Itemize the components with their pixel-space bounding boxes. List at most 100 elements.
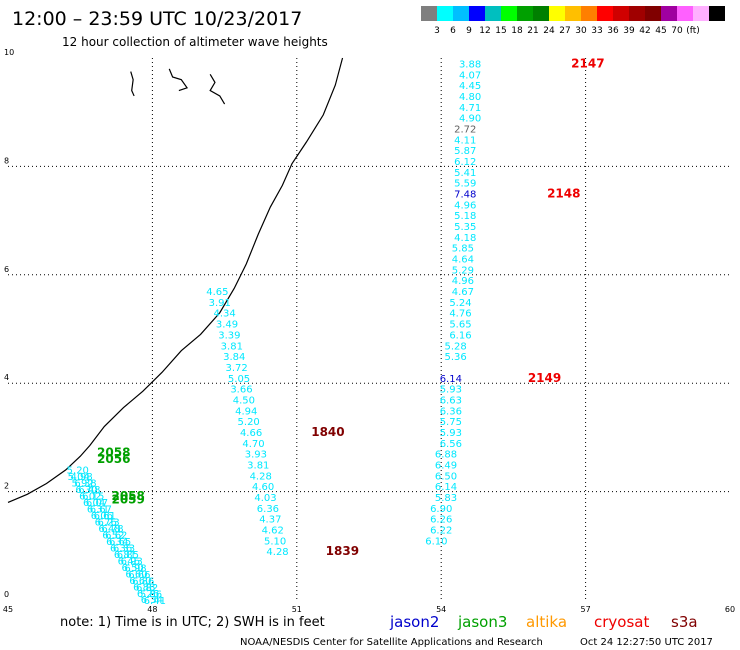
island-outline — [209, 73, 226, 105]
wave-height-label: 4.64 — [452, 255, 474, 266]
legend-label: 45 — [655, 26, 666, 36]
wave-height-label: 4.76 — [449, 309, 471, 320]
wave-height-label: 4.67 — [452, 287, 474, 298]
wave-height-label: 6.48 — [98, 524, 120, 535]
wave-height-label: 6.30 — [75, 485, 97, 496]
x-tick-label: 48 — [147, 605, 157, 614]
wave-height-label: 6.63 — [440, 395, 462, 406]
wave-height-label: 4.80 — [459, 92, 481, 103]
pass-time-label: 2149 — [528, 371, 561, 385]
wave-height-label: 3.39 — [218, 330, 240, 341]
wave-height-label: 6.49 — [435, 461, 457, 472]
legend-label: 6 — [450, 26, 456, 36]
wave-height-label: 5.04 — [68, 472, 90, 483]
y-tick-label: 10 — [4, 48, 14, 57]
wave-height-label: 6.60 — [129, 576, 151, 587]
island-outline — [130, 71, 135, 97]
wave-height-label: 6.33 — [113, 543, 135, 554]
satellite-legend-item: cryosat — [594, 613, 649, 631]
wave-height-label: 6.60 — [125, 569, 147, 580]
legend-swatch — [453, 6, 469, 21]
wave-height-label: 6.26 — [137, 589, 159, 600]
series-s3a-track: 4.653.914.343.493.393.813.843.725.053.66… — [206, 287, 288, 558]
legend-swatch — [501, 6, 517, 21]
legend-swatch — [645, 6, 661, 21]
x-axis-ticks: 45 48 51 54 57 60 — [3, 605, 735, 614]
wave-height-label: 4.96 — [454, 200, 476, 211]
legend-label: 33 — [591, 26, 602, 36]
legend-swatch — [597, 6, 613, 21]
satellite-legend-item: jason3 — [457, 613, 507, 631]
wave-height-label: 6.62 — [105, 530, 127, 541]
wave-height-label: 4.28 — [250, 471, 272, 482]
island-outline — [168, 68, 189, 92]
legend-label: 21 — [527, 26, 538, 36]
wave-height-label: 5.92 — [71, 478, 93, 489]
footer-timestamp: Oct 24 12:27:50 UTC 2017 — [580, 637, 713, 648]
legend-swatch — [485, 6, 501, 21]
wave-height-label: 5.36 — [445, 352, 467, 363]
wave-height-label: 6.85 — [117, 550, 139, 561]
wave-height-label: 6.48 — [78, 485, 100, 496]
wave-height-label: 6.23 — [97, 517, 119, 528]
satellite-legend-item: jason2 — [389, 613, 439, 631]
wave-height-label: 3.81 — [221, 341, 243, 352]
wave-height-label: 5.87 — [454, 146, 476, 157]
wave-height-label: 4.66 — [240, 428, 262, 439]
wave-height-label: 4.60 — [252, 482, 274, 493]
wave-height-label: 5.93 — [440, 428, 462, 439]
wave-height-label: 5.20 — [67, 465, 89, 476]
legend-label: 12 — [479, 26, 490, 36]
wave-height-label: 6.46 — [118, 556, 140, 567]
wave-height-label: 5.18 — [454, 211, 476, 222]
wave-height-label: 3.49 — [216, 320, 238, 331]
wave-height-label: 4.50 — [233, 395, 255, 406]
legend-swatch — [565, 6, 581, 21]
wave-height-label: 5.65 — [449, 320, 471, 331]
legend-label: 3 — [434, 26, 440, 36]
wave-height-label: 4.98 — [71, 472, 93, 483]
legend-label: 15 — [495, 26, 506, 36]
legend-label: 30 — [575, 26, 587, 36]
wave-height-label: 3.81 — [247, 461, 269, 472]
series-jason2: 6.415.866.826.866.666.986.936.856.336.65… — [67, 465, 166, 607]
legend-swatch — [533, 6, 549, 21]
wave-height-label: 6.56 — [440, 439, 462, 450]
footer-credit: NOAA/NESDIS Center for Satellite Applica… — [240, 637, 543, 648]
wave-height-label: 6.16 — [449, 330, 471, 341]
legend-label: 36 — [607, 26, 619, 36]
legend-swatch — [629, 6, 645, 21]
x-tick-label: 60 — [725, 605, 735, 614]
wave-height-label: 4.18 — [454, 233, 476, 244]
wave-height-label: 6.50 — [122, 563, 144, 574]
wave-height-label: 6.31 — [87, 504, 109, 515]
wave-height-label: 6.78 — [101, 524, 123, 535]
satellite-legend: jason2 jason3 altika cryosat s3a — [389, 613, 698, 631]
wave-height-label: 6.82 — [136, 583, 158, 594]
wave-height-label: 6.41 — [144, 596, 166, 607]
wave-height-label: 6.15 — [82, 491, 104, 502]
legend-swatch — [581, 6, 597, 21]
legend-label: 42 — [639, 26, 650, 36]
wave-height-label: 5.85 — [452, 244, 474, 255]
wave-height-label: 4.94 — [235, 406, 257, 417]
legend-swatch — [421, 6, 437, 21]
wave-height-label: 4.65 — [206, 287, 228, 298]
wave-height-label: 4.45 — [459, 81, 481, 92]
wave-height-label: 4.07 — [459, 70, 481, 81]
wave-height-label: 4.34 — [213, 309, 235, 320]
wave-height-label: 5.35 — [454, 222, 476, 233]
chart-title: 12:00 – 23:59 UTC 10/23/2017 — [12, 8, 302, 30]
wave-height-label: 5.20 — [238, 417, 260, 428]
wave-height-label: 6.36 — [110, 543, 132, 554]
wave-height-label: 4.62 — [262, 526, 284, 537]
legend-label: 9 — [466, 26, 472, 36]
y-tick-label: 2 — [4, 482, 9, 491]
pass-time-label: 1839 — [326, 544, 359, 558]
legend-label: 18 — [511, 26, 523, 36]
wave-height-label: 5.10 — [264, 536, 286, 547]
legend-label: 39 — [623, 26, 635, 36]
y-axis-ticks: 0 2 4 6 8 10 — [4, 48, 14, 599]
